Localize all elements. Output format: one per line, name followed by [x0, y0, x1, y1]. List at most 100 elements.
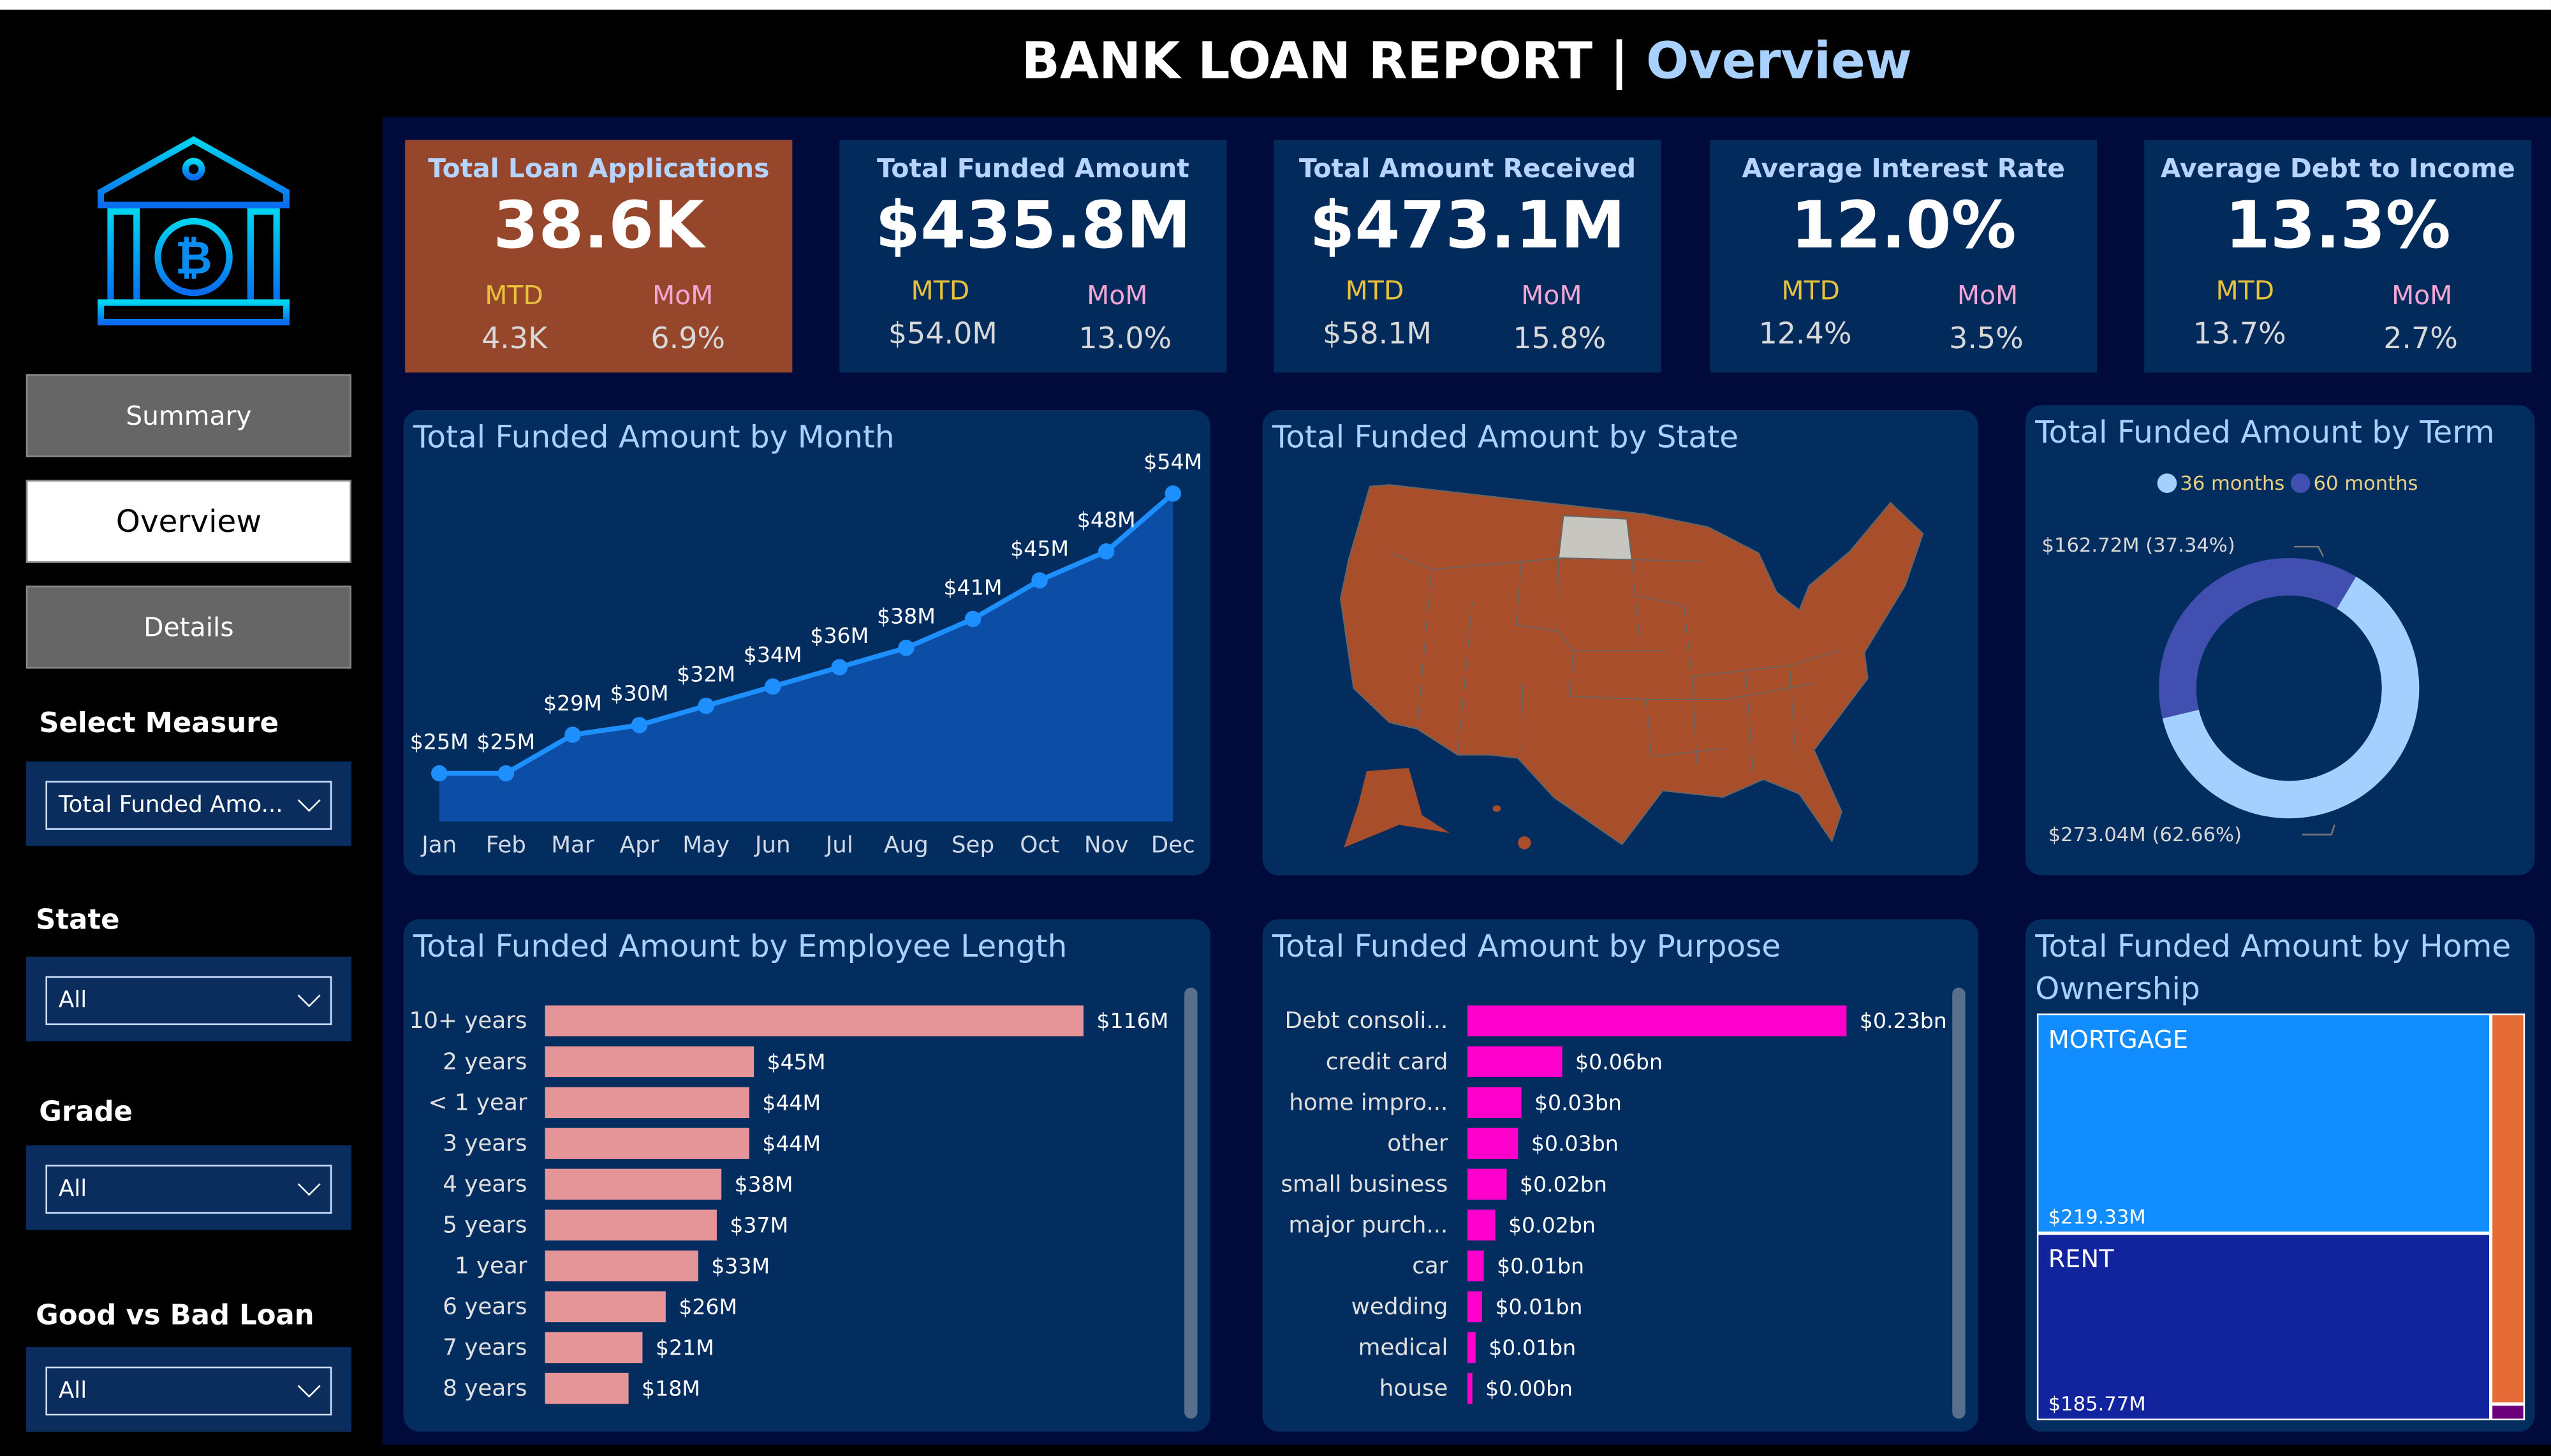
category-label: 8 years	[443, 1376, 527, 1402]
category-label: 1 year	[455, 1253, 527, 1279]
category-label: other	[1387, 1130, 1448, 1156]
nav-overview-button[interactable]: Overview	[26, 480, 352, 563]
data-label: $0.23bn	[1860, 1008, 1947, 1033]
kpi-mom-label: MoM	[1957, 279, 2018, 311]
nav-summary-label: Summary	[126, 400, 252, 432]
kpi-value: $473.1M	[1309, 188, 1626, 264]
category-label: 5 years	[443, 1212, 527, 1238]
treemap-tile-rent[interactable]: RENT $185.77M	[2038, 1235, 2490, 1419]
x-tick-label: Feb	[486, 832, 526, 858]
bar	[1467, 1046, 1562, 1078]
x-tick-label: Jun	[754, 832, 791, 858]
bar	[545, 1250, 698, 1282]
grade-label: Grade	[39, 1096, 133, 1129]
category-label: car	[1412, 1253, 1448, 1279]
kpi-card: Total Funded Amount $435.8M MTD MoM $54.…	[839, 140, 1227, 373]
home-ownership-treemap: MORTGAGE $219.33M RENT $185.77M	[2036, 1013, 2525, 1421]
data-label: $0.00bn	[1485, 1376, 1573, 1401]
treemap-tile-other-2[interactable]	[2492, 1406, 2524, 1419]
kpi-mtd-label: MTD	[1781, 275, 1840, 306]
x-tick-label: Sep	[952, 832, 994, 858]
data-label: $0.01bn	[1497, 1253, 1584, 1278]
bar	[545, 1291, 666, 1323]
funded-by-term-donut: 36 months 60 months $162.72M (37.34%) $273.…	[2042, 473, 2420, 846]
tile-value: $185.77M	[2048, 1392, 2146, 1416]
category-label: 7 years	[443, 1334, 527, 1360]
data-point-jul	[831, 659, 848, 675]
chart-title: Total Funded Amount by Employee Length	[413, 929, 1068, 965]
north-dakota-state[interactable]	[1557, 515, 1633, 561]
kpi-value: 13.3%	[2224, 188, 2451, 264]
funded-by-term-panel: Total Funded Amount by Term 36 months 60 …	[2025, 405, 2535, 876]
data-label: $37M	[730, 1212, 788, 1237]
kpi-card: Total Loan Applications 38.6K MTD MoM 4.…	[405, 140, 793, 373]
kpi-mom-value: 2.7%	[2383, 322, 2458, 357]
nav-overview-label: Overview	[115, 503, 261, 540]
bar	[1467, 1372, 1473, 1404]
state-slicer: All	[26, 956, 352, 1041]
bar	[545, 1209, 717, 1241]
grade-value: All	[58, 1176, 87, 1203]
series-line	[439, 491, 1175, 776]
purpose-bar-chart: Debt consoli... $0.23bn credit card $0.06bn…	[1281, 1005, 1947, 1404]
legend-label: 36 months	[2180, 473, 2284, 495]
treemap-tile-other-1[interactable]	[2492, 1015, 2524, 1402]
nav-summary-button[interactable]: Summary	[26, 374, 352, 457]
data-label: $44M	[762, 1131, 821, 1156]
scrollbar[interactable]	[1952, 987, 1966, 1419]
kpi-mtd-label: MTD	[485, 279, 543, 311]
bar	[1467, 1291, 1483, 1323]
nav-details-button[interactable]: Details	[26, 585, 352, 669]
bar	[545, 1046, 754, 1078]
alaska-state[interactable]	[1344, 768, 1450, 848]
data-label: $0.03bn	[1531, 1131, 1619, 1156]
kpi-mtd-value: $54.0M	[888, 317, 997, 352]
data-label: $34M	[744, 642, 802, 667]
leader-line	[2302, 824, 2335, 835]
x-tick-label: Jan	[420, 832, 457, 858]
category-label: wedding	[1351, 1293, 1448, 1320]
data-label: $48M	[1077, 507, 1136, 532]
category-label: 6 years	[443, 1293, 527, 1320]
kpi-mom-label: MoM	[652, 279, 714, 311]
bar	[545, 1087, 749, 1119]
bar	[1467, 1005, 1847, 1036]
data-point-feb	[497, 765, 515, 782]
data-label: $36M	[810, 623, 869, 648]
donut-slice-60-months	[2159, 557, 2356, 719]
chart-title: Total Funded Amount by Home Ownership	[2035, 929, 2511, 1008]
data-label: $0.03bn	[1534, 1090, 1622, 1115]
grade-dropdown[interactable]: All	[45, 1165, 332, 1214]
scrollbar[interactable]	[1184, 987, 1198, 1419]
page-title: BANK LOAN REPORT | Overview	[382, 33, 2550, 91]
treemap-tile-mortgage[interactable]: MORTGAGE $219.33M	[2038, 1015, 2490, 1232]
funded-by-employee-length-panel: Total Funded Amount by Employee Length 1…	[403, 919, 1210, 1432]
hawaii-island	[1492, 805, 1501, 812]
hawaii-state[interactable]	[1518, 836, 1531, 849]
kpi-value: $435.8M	[875, 188, 1191, 264]
x-tick-label: Dec	[1151, 832, 1195, 858]
contiguous-us-states[interactable]	[1339, 484, 1924, 846]
kpi-mom-label: MoM	[1521, 279, 1582, 311]
state-value: All	[58, 987, 87, 1014]
good-vs-bad-loan-dropdown[interactable]: All	[45, 1366, 332, 1416]
select-measure-dropdown[interactable]: Total Funded Amo...	[45, 781, 332, 830]
kpi-mtd-label: MTD	[911, 275, 970, 306]
bar	[1467, 1128, 1518, 1159]
data-point-nov	[1098, 543, 1115, 560]
state-dropdown[interactable]: All	[45, 976, 332, 1026]
data-label: $54M	[1143, 450, 1202, 474]
good-vs-bad-loan-label: Good vs Bad Loan	[36, 1300, 314, 1333]
leader-line	[2293, 545, 2324, 557]
kpi-card: Total Amount Received $473.1M MTD MoM $5…	[1274, 140, 1661, 373]
data-label: $116M	[1096, 1008, 1168, 1033]
category-label: < 1 year	[429, 1089, 527, 1115]
select-measure-value: Total Funded Amo...	[58, 792, 283, 819]
page-subtitle: Overview	[1646, 33, 1912, 91]
category-label: credit card	[1326, 1048, 1448, 1075]
kpi-title: Average Debt to Income	[2160, 152, 2515, 184]
category-label: 2 years	[443, 1048, 527, 1075]
select-measure-slicer: Total Funded Amo...	[26, 761, 352, 846]
kpi-mtd-label: MTD	[1345, 275, 1404, 306]
